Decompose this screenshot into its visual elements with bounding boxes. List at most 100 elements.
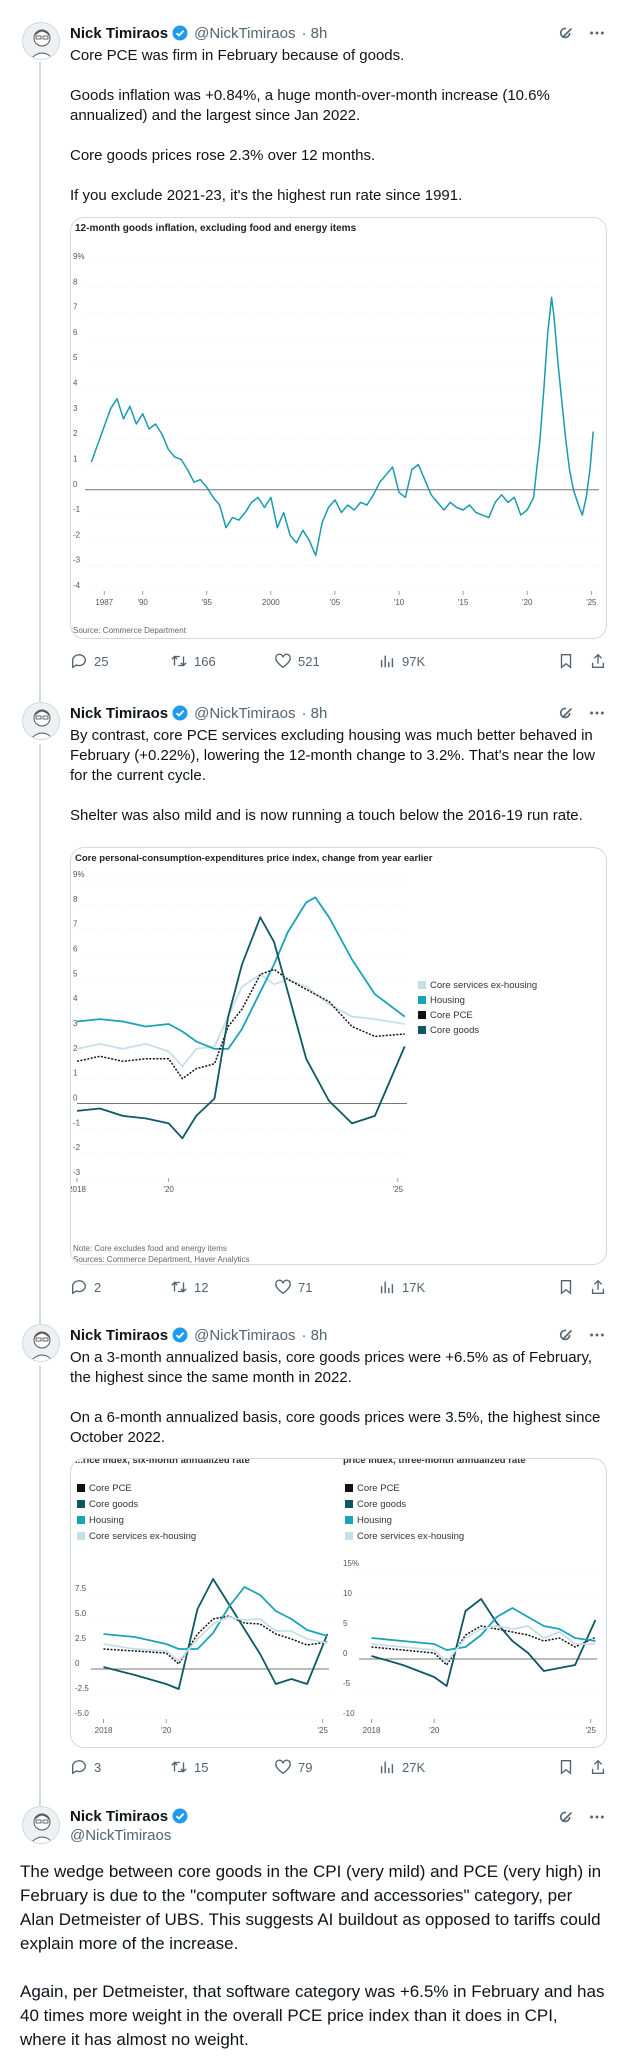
y-tick-label: 10 bbox=[343, 1589, 352, 1598]
y-tick-label: 9% bbox=[73, 870, 85, 879]
legend-swatch bbox=[418, 981, 426, 989]
verified-badge-icon bbox=[172, 705, 188, 721]
verified-badge-icon bbox=[172, 25, 188, 41]
chart-note: Note: Core excludes food and energy item… bbox=[73, 1244, 227, 1253]
author-name[interactable]: Nick Timiraos bbox=[70, 704, 169, 722]
x-tick-label: '20 bbox=[161, 1726, 172, 1735]
like-button[interactable]: 521 bbox=[274, 652, 378, 670]
y-tick-label: 3 bbox=[73, 1019, 78, 1028]
legend-label: Core goods bbox=[89, 1499, 138, 1510]
bookmark-icon[interactable] bbox=[557, 652, 575, 670]
grok-icon[interactable] bbox=[557, 1807, 577, 1827]
grok-icon[interactable] bbox=[557, 703, 577, 723]
repost-count: 15 bbox=[194, 1759, 209, 1775]
heart-icon bbox=[275, 1759, 291, 1775]
views-icon bbox=[380, 1761, 394, 1774]
avatar[interactable] bbox=[22, 1806, 60, 1844]
repost-button[interactable]: 15 bbox=[170, 1758, 274, 1776]
repost-button[interactable]: 166 bbox=[170, 652, 274, 670]
author-handle[interactable]: @NickTimiraos bbox=[194, 1326, 296, 1344]
tweet-text: By contrast, core PCE services excluding… bbox=[70, 726, 609, 826]
bookmark-icon[interactable] bbox=[557, 1278, 575, 1296]
legend-label: Core services ex-housing bbox=[89, 1531, 196, 1542]
series-line-core-pce bbox=[76, 968, 405, 1080]
x-tick-label: '25 bbox=[586, 1726, 597, 1735]
avatar[interactable] bbox=[22, 22, 60, 60]
tweet[interactable]: Nick Timiraos @NickTimiraos · 8h Core PC… bbox=[0, 22, 623, 682]
avatar[interactable] bbox=[22, 1324, 60, 1362]
reply-button[interactable]: 3 bbox=[70, 1758, 170, 1776]
tweet-time[interactable]: · 8h bbox=[301, 24, 328, 42]
y-tick-label: -10 bbox=[343, 1709, 355, 1718]
grok-icon[interactable] bbox=[557, 1325, 577, 1345]
tweet-paragraph: Core goods prices rose 2.3% over 12 mont… bbox=[70, 147, 376, 164]
author-handle[interactable]: @NickTimiraos bbox=[70, 1827, 172, 1844]
verified-badge-icon bbox=[172, 1808, 188, 1824]
more-options-icon[interactable] bbox=[587, 1325, 607, 1345]
y-tick-label: 5 bbox=[73, 969, 78, 978]
tweet-focused[interactable]: Nick Timiraos @NickTimiraos The wedge be… bbox=[0, 1806, 623, 2067]
author-handle[interactable]: @NickTimiraos bbox=[194, 24, 296, 42]
chart-title: 12-month goods inflation, excluding food… bbox=[75, 223, 357, 234]
chart-image-core-pce[interactable]: Core personal-consumption-expenditures p… bbox=[70, 847, 607, 1265]
x-tick-label: '25 bbox=[393, 1185, 404, 1194]
x-tick-label: '05 bbox=[330, 598, 341, 607]
repost-icon bbox=[171, 1281, 187, 1293]
bookmark-icon[interactable] bbox=[557, 1758, 575, 1776]
y-tick-label: 3 bbox=[73, 404, 78, 413]
x-tick-label: 2018 bbox=[71, 1185, 86, 1194]
chart-six-month-annualized: ...rice index, six-month annualized rate… bbox=[75, 1459, 329, 1735]
y-tick-label: 9% bbox=[73, 252, 85, 261]
series-line-goods bbox=[90, 296, 594, 557]
chart-source: Sources: Commerce Department, Haver Anal… bbox=[73, 1255, 250, 1264]
legend-label: Housing bbox=[89, 1515, 124, 1526]
reply-icon bbox=[72, 1760, 86, 1775]
share-icon[interactable] bbox=[589, 1278, 607, 1296]
chart-image-goods-inflation[interactable]: 12-month goods inflation, excluding food… bbox=[70, 217, 607, 639]
author-handle[interactable]: @NickTimiraos bbox=[194, 704, 296, 722]
series-line-core-goods bbox=[76, 916, 406, 1140]
y-tick-label: 2 bbox=[73, 1044, 78, 1053]
like-button[interactable]: 79 bbox=[274, 1758, 378, 1776]
more-options-icon[interactable] bbox=[587, 703, 607, 723]
tweet[interactable]: Nick Timiraos @NickTimiraos · 8h By cont… bbox=[0, 702, 623, 1302]
tweet[interactable]: Nick Timiraos @NickTimiraos · 8h On a 3-… bbox=[0, 1324, 623, 1784]
grok-icon[interactable] bbox=[557, 23, 577, 43]
reply-count: 3 bbox=[94, 1759, 102, 1775]
tweet-paragraph: On a 3-month annualized basis, core good… bbox=[70, 1349, 593, 1386]
share-icon[interactable] bbox=[589, 652, 607, 670]
tweet-time[interactable]: · 8h bbox=[301, 1326, 328, 1344]
views-button[interactable]: 27K bbox=[378, 1758, 528, 1776]
legend-label: Housing bbox=[430, 995, 465, 1006]
legend-swatch bbox=[345, 1484, 353, 1492]
avatar[interactable] bbox=[22, 702, 60, 740]
reply-button[interactable]: 2 bbox=[70, 1278, 170, 1296]
more-options-icon[interactable] bbox=[587, 23, 607, 43]
author-name[interactable]: Nick Timiraos bbox=[70, 24, 169, 42]
series-line-housing bbox=[103, 1586, 328, 1650]
repost-button[interactable]: 12 bbox=[170, 1278, 274, 1296]
y-tick-label: 0 bbox=[73, 480, 78, 489]
series-line-core-goods bbox=[103, 1578, 329, 1690]
series-line-core-goods bbox=[371, 1598, 597, 1687]
views-button[interactable]: 97K bbox=[378, 652, 528, 670]
share-icon[interactable] bbox=[589, 1758, 607, 1776]
author-name[interactable]: Nick Timiraos bbox=[70, 1807, 169, 1825]
y-tick-label: -1 bbox=[73, 1118, 81, 1127]
reply-button[interactable]: 25 bbox=[70, 652, 170, 670]
legend-swatch bbox=[77, 1500, 85, 1508]
views-button[interactable]: 17K bbox=[378, 1278, 528, 1296]
x-tick-label: '25 bbox=[586, 598, 597, 607]
like-button[interactable]: 71 bbox=[274, 1278, 378, 1296]
tweet-time[interactable]: · 8h bbox=[301, 704, 328, 722]
y-tick-label: 1 bbox=[73, 1069, 78, 1078]
tweet-paragraph: On a 6-month annualized basis, core good… bbox=[70, 1409, 601, 1446]
legend-label: Core goods bbox=[430, 1025, 479, 1036]
legend-label: Housing bbox=[357, 1515, 392, 1526]
chart-image-annualized-rates[interactable]: ...rice index, six-month annualized rate… bbox=[70, 1458, 607, 1748]
more-options-icon[interactable] bbox=[587, 1807, 607, 1827]
chart-title: ...rice index, six-month annualized rate bbox=[75, 1459, 250, 1466]
legend-swatch bbox=[345, 1516, 353, 1524]
views-icon bbox=[380, 1281, 394, 1294]
author-name[interactable]: Nick Timiraos bbox=[70, 1326, 169, 1344]
